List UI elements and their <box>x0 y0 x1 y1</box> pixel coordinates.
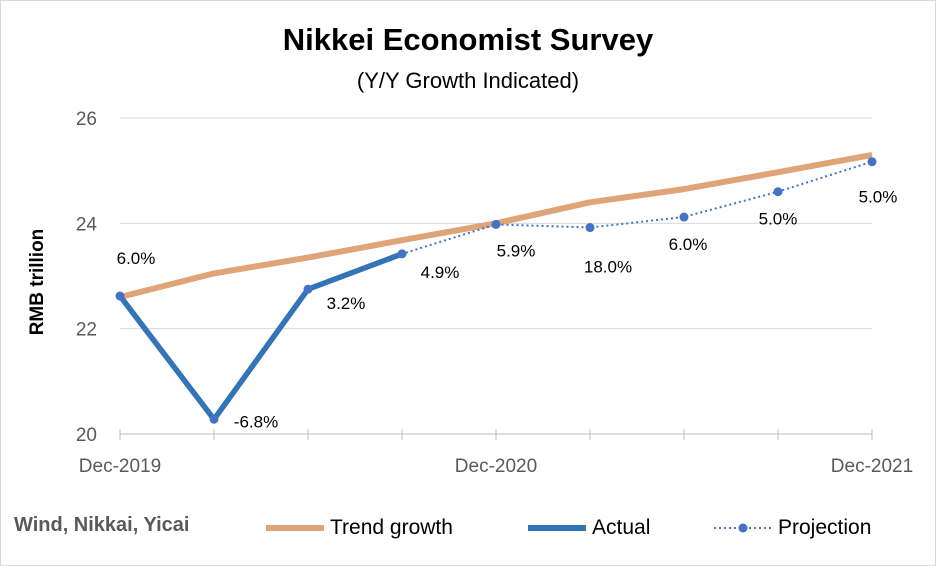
projection-point <box>209 414 219 424</box>
y-tick-label: 26 <box>76 109 97 130</box>
projection-point <box>867 157 877 167</box>
data-label: 5.0% <box>759 210 798 229</box>
x-tick-label: Dec-2021 <box>831 456 913 477</box>
y-tick-label: 22 <box>76 320 97 341</box>
projection-point <box>303 284 313 294</box>
projection-point <box>397 249 407 259</box>
series-projection-line <box>119 160 873 421</box>
data-label: 5.9% <box>497 241 536 260</box>
y-tick-label: 24 <box>76 214 98 235</box>
data-label: 6.0% <box>117 249 156 268</box>
data-label: 4.9% <box>421 263 460 282</box>
projection-point <box>773 187 783 197</box>
chart-subtitle: (Y/Y Growth Indicated) <box>356 68 580 93</box>
series-actual-line <box>117 251 403 423</box>
legend-actual-label: Actual <box>592 516 651 539</box>
legend-actual: Actual <box>528 516 650 540</box>
data-label: 3.2% <box>327 294 366 313</box>
legend-projection-swatch <box>714 523 772 533</box>
legend-projection-label: Projection <box>778 516 872 539</box>
legend-trend-swatch <box>266 525 324 531</box>
source-note: Wind, Nikkai, Yicai <box>14 514 190 536</box>
y-tick-label: 20 <box>76 425 97 446</box>
x-tick-label: Dec-2020 <box>455 456 537 477</box>
data-label: 18.0% <box>584 258 632 277</box>
legend-projection: Projection <box>714 516 871 540</box>
projection-point <box>115 291 125 301</box>
projection-point <box>585 223 595 233</box>
legend-trend-label: Trend growth <box>330 516 453 539</box>
legend-trend: Trend growth <box>266 516 453 540</box>
data-label: 5.0% <box>859 188 898 207</box>
projection-point <box>491 219 501 229</box>
data-label: -6.8% <box>234 412 278 431</box>
chart-title: Nikkei Economist Survey <box>282 22 654 57</box>
legend-actual-swatch <box>528 525 586 531</box>
data-label: 6.0% <box>669 235 708 254</box>
projection-point <box>679 212 689 222</box>
x-tick-label: Dec-2019 <box>79 456 161 477</box>
